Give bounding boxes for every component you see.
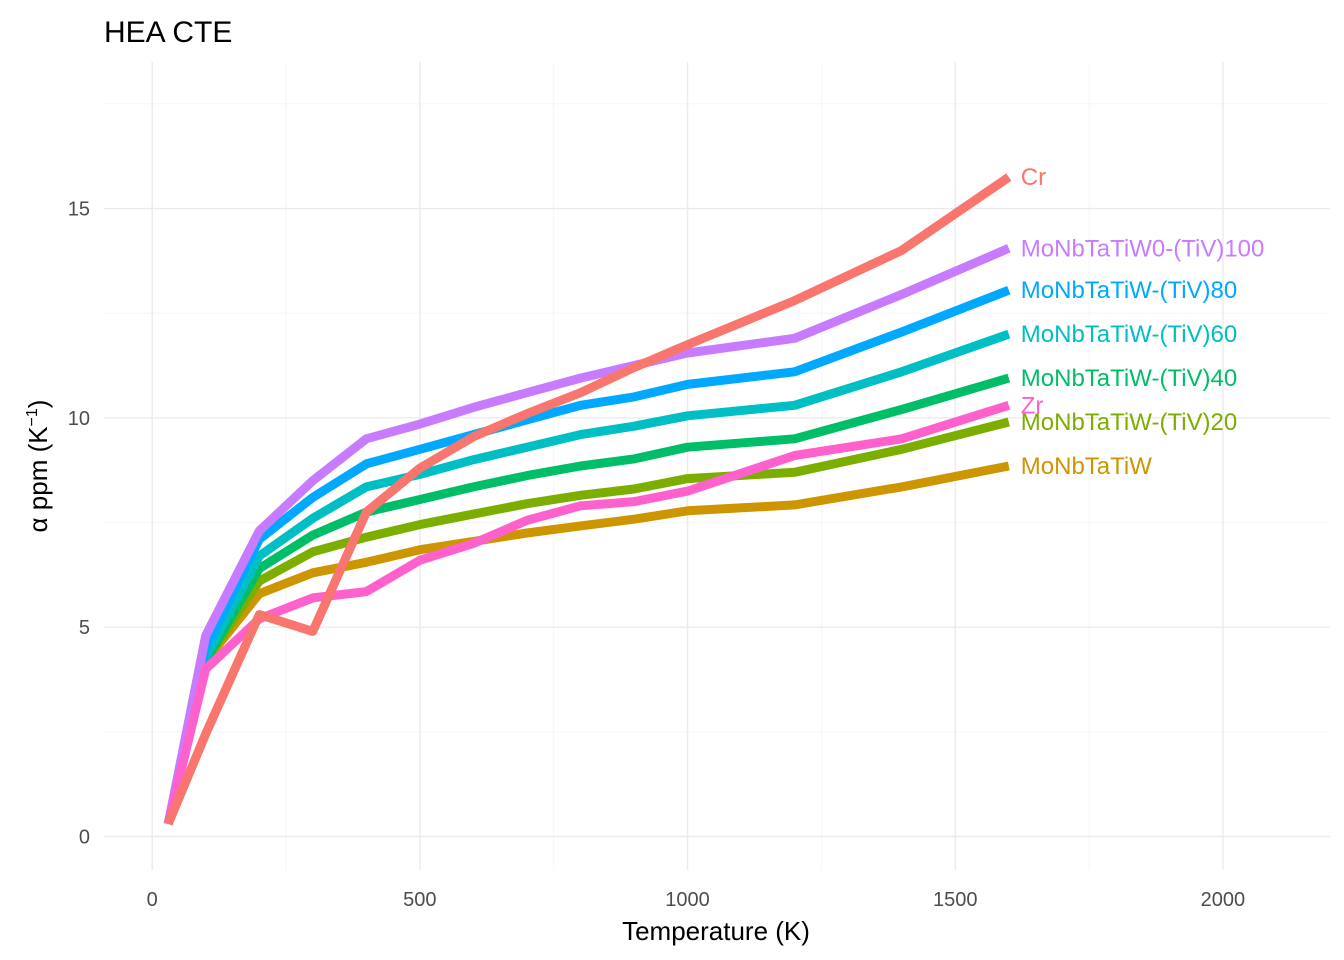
series-line bbox=[163, 417, 1010, 825]
y-tick-label: 0 bbox=[79, 827, 90, 849]
x-tick-label: 500 bbox=[403, 889, 436, 911]
y-axis-title-superscript: −1 bbox=[24, 408, 41, 426]
series-line bbox=[164, 173, 1012, 826]
y-tick-label: 5 bbox=[79, 617, 90, 639]
y-axis-ticks: 0 5 10 15 bbox=[68, 199, 90, 849]
series-line bbox=[163, 329, 1011, 825]
x-axis-ticks: 0 500 1000 1500 2000 bbox=[147, 889, 1246, 911]
series-lines bbox=[163, 173, 1012, 826]
series-line bbox=[163, 373, 1011, 825]
y-axis-title-suffix: ) bbox=[23, 400, 53, 409]
x-tick-label: 0 bbox=[147, 889, 158, 911]
chart-title: HEA CTE bbox=[104, 16, 232, 49]
x-tick-label: 2000 bbox=[1201, 889, 1246, 911]
series-label: MoNbTaTiW-(TiV)40 bbox=[1021, 365, 1237, 392]
y-tick-label: 15 bbox=[68, 199, 90, 221]
series-label: MoNbTaTiW-(TiV)20 bbox=[1021, 409, 1237, 436]
series-label: MoNbTaTiW-(TiV)80 bbox=[1021, 277, 1237, 304]
series-label: MoNbTaTiW-(TiV)60 bbox=[1021, 321, 1237, 348]
series-label: Cr bbox=[1021, 164, 1046, 191]
x-axis-title: Temperature (K) bbox=[622, 916, 810, 946]
series-label: MoNbTaTiW0-(TiV)100 bbox=[1021, 235, 1265, 262]
series-line bbox=[163, 461, 1010, 825]
y-tick-label: 10 bbox=[68, 408, 90, 430]
y-axis-title: α ppm (K−1) bbox=[23, 400, 53, 533]
series-line bbox=[163, 244, 1011, 825]
y-axis-title-prefix: α ppm (K bbox=[23, 426, 53, 533]
series-labels: MoNbTaTiW MoNbTaTiW-(TiV)20 MoNbTaTiW-(TiV… bbox=[1021, 164, 1265, 480]
x-tick-label: 1000 bbox=[665, 889, 710, 911]
series-label: MoNbTaTiW bbox=[1021, 453, 1152, 480]
series-label: Zr bbox=[1021, 392, 1044, 419]
x-tick-label: 1500 bbox=[933, 889, 978, 911]
